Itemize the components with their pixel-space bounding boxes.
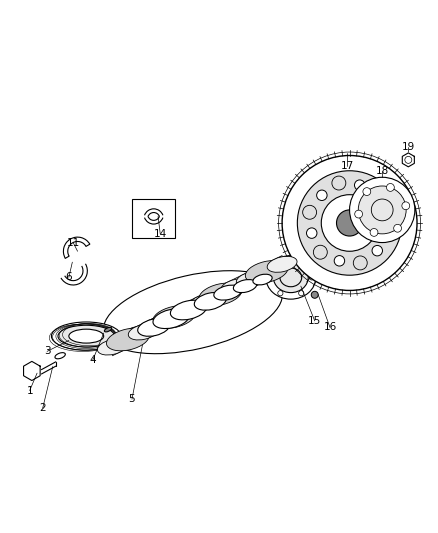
- Circle shape: [321, 195, 378, 251]
- Ellipse shape: [55, 353, 65, 359]
- Ellipse shape: [175, 302, 205, 318]
- Ellipse shape: [267, 256, 297, 272]
- Ellipse shape: [245, 261, 288, 283]
- Circle shape: [354, 180, 365, 190]
- Text: 1: 1: [26, 385, 33, 395]
- Ellipse shape: [123, 327, 150, 342]
- Text: 6: 6: [66, 272, 72, 282]
- Ellipse shape: [58, 325, 115, 347]
- Ellipse shape: [51, 322, 121, 350]
- Circle shape: [307, 228, 317, 238]
- Circle shape: [382, 208, 392, 218]
- Ellipse shape: [199, 283, 242, 306]
- Circle shape: [311, 292, 318, 298]
- Ellipse shape: [214, 285, 242, 300]
- Ellipse shape: [170, 300, 207, 320]
- Ellipse shape: [194, 293, 226, 310]
- Ellipse shape: [266, 256, 316, 299]
- Circle shape: [334, 256, 345, 266]
- Ellipse shape: [97, 339, 127, 355]
- Ellipse shape: [190, 294, 220, 310]
- Ellipse shape: [233, 280, 257, 293]
- Ellipse shape: [106, 328, 149, 351]
- Ellipse shape: [153, 309, 189, 328]
- Circle shape: [317, 190, 327, 200]
- Circle shape: [282, 156, 417, 290]
- Ellipse shape: [273, 262, 308, 293]
- Text: 2: 2: [39, 403, 46, 413]
- Text: 19: 19: [402, 142, 415, 152]
- Circle shape: [336, 210, 363, 236]
- Ellipse shape: [103, 271, 283, 354]
- Circle shape: [394, 224, 402, 232]
- Circle shape: [402, 202, 410, 209]
- Text: 3: 3: [44, 346, 50, 357]
- Circle shape: [358, 186, 406, 234]
- Polygon shape: [24, 361, 40, 381]
- Ellipse shape: [144, 317, 173, 333]
- Bar: [132, 199, 176, 238]
- Circle shape: [386, 183, 394, 191]
- Text: 14: 14: [154, 229, 167, 239]
- Ellipse shape: [107, 336, 131, 349]
- Ellipse shape: [153, 305, 195, 328]
- Text: 4: 4: [89, 355, 96, 365]
- Ellipse shape: [253, 274, 272, 285]
- Ellipse shape: [221, 279, 251, 295]
- Ellipse shape: [237, 271, 266, 287]
- Ellipse shape: [104, 327, 112, 332]
- Circle shape: [355, 210, 363, 218]
- Text: 11: 11: [67, 238, 80, 247]
- Ellipse shape: [128, 324, 158, 340]
- Text: 5: 5: [129, 394, 135, 404]
- Circle shape: [372, 246, 382, 256]
- Text: 15: 15: [308, 316, 321, 326]
- Circle shape: [370, 229, 378, 236]
- Text: 18: 18: [375, 166, 389, 176]
- Polygon shape: [402, 153, 414, 167]
- Circle shape: [297, 171, 402, 275]
- Text: 16: 16: [323, 322, 337, 333]
- Ellipse shape: [69, 329, 104, 343]
- Circle shape: [350, 177, 415, 243]
- Ellipse shape: [138, 319, 170, 336]
- Circle shape: [363, 188, 371, 196]
- Text: 17: 17: [341, 161, 354, 172]
